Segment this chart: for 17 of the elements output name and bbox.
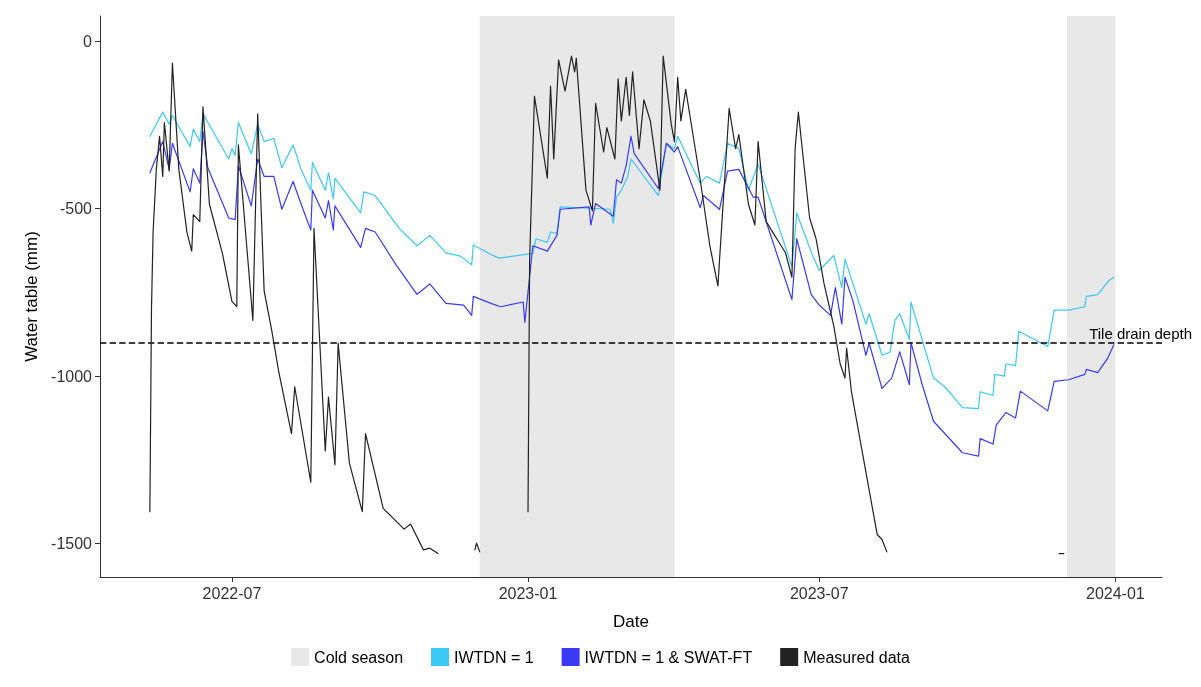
x-tick-label: 2023-07 bbox=[789, 584, 849, 602]
x-tick-label: 2024-01 bbox=[1085, 584, 1145, 602]
y-tick-label: -1000 bbox=[51, 367, 93, 385]
y-tick-label: -1500 bbox=[51, 535, 93, 553]
line-series bbox=[149, 130, 1115, 457]
legend-label: IWTDN = 1 bbox=[454, 648, 534, 666]
y-tick-label: -500 bbox=[59, 200, 93, 218]
y-tick-label: 0 bbox=[83, 32, 93, 50]
x-tick-label: 2022-07 bbox=[202, 584, 262, 602]
x-axis-title: Date bbox=[613, 612, 649, 631]
legend-label: Measured data bbox=[803, 648, 910, 666]
legend-label: Cold season bbox=[314, 648, 404, 666]
ref-line-label: Tile drain depth bbox=[1089, 324, 1192, 342]
y-axis-title: Water table (mm) bbox=[22, 231, 42, 362]
line-series bbox=[149, 111, 1115, 410]
x-tick-label: 2023-01 bbox=[498, 584, 558, 602]
legend-label: IWTDN = 1 & SWAT-FT bbox=[584, 648, 753, 666]
